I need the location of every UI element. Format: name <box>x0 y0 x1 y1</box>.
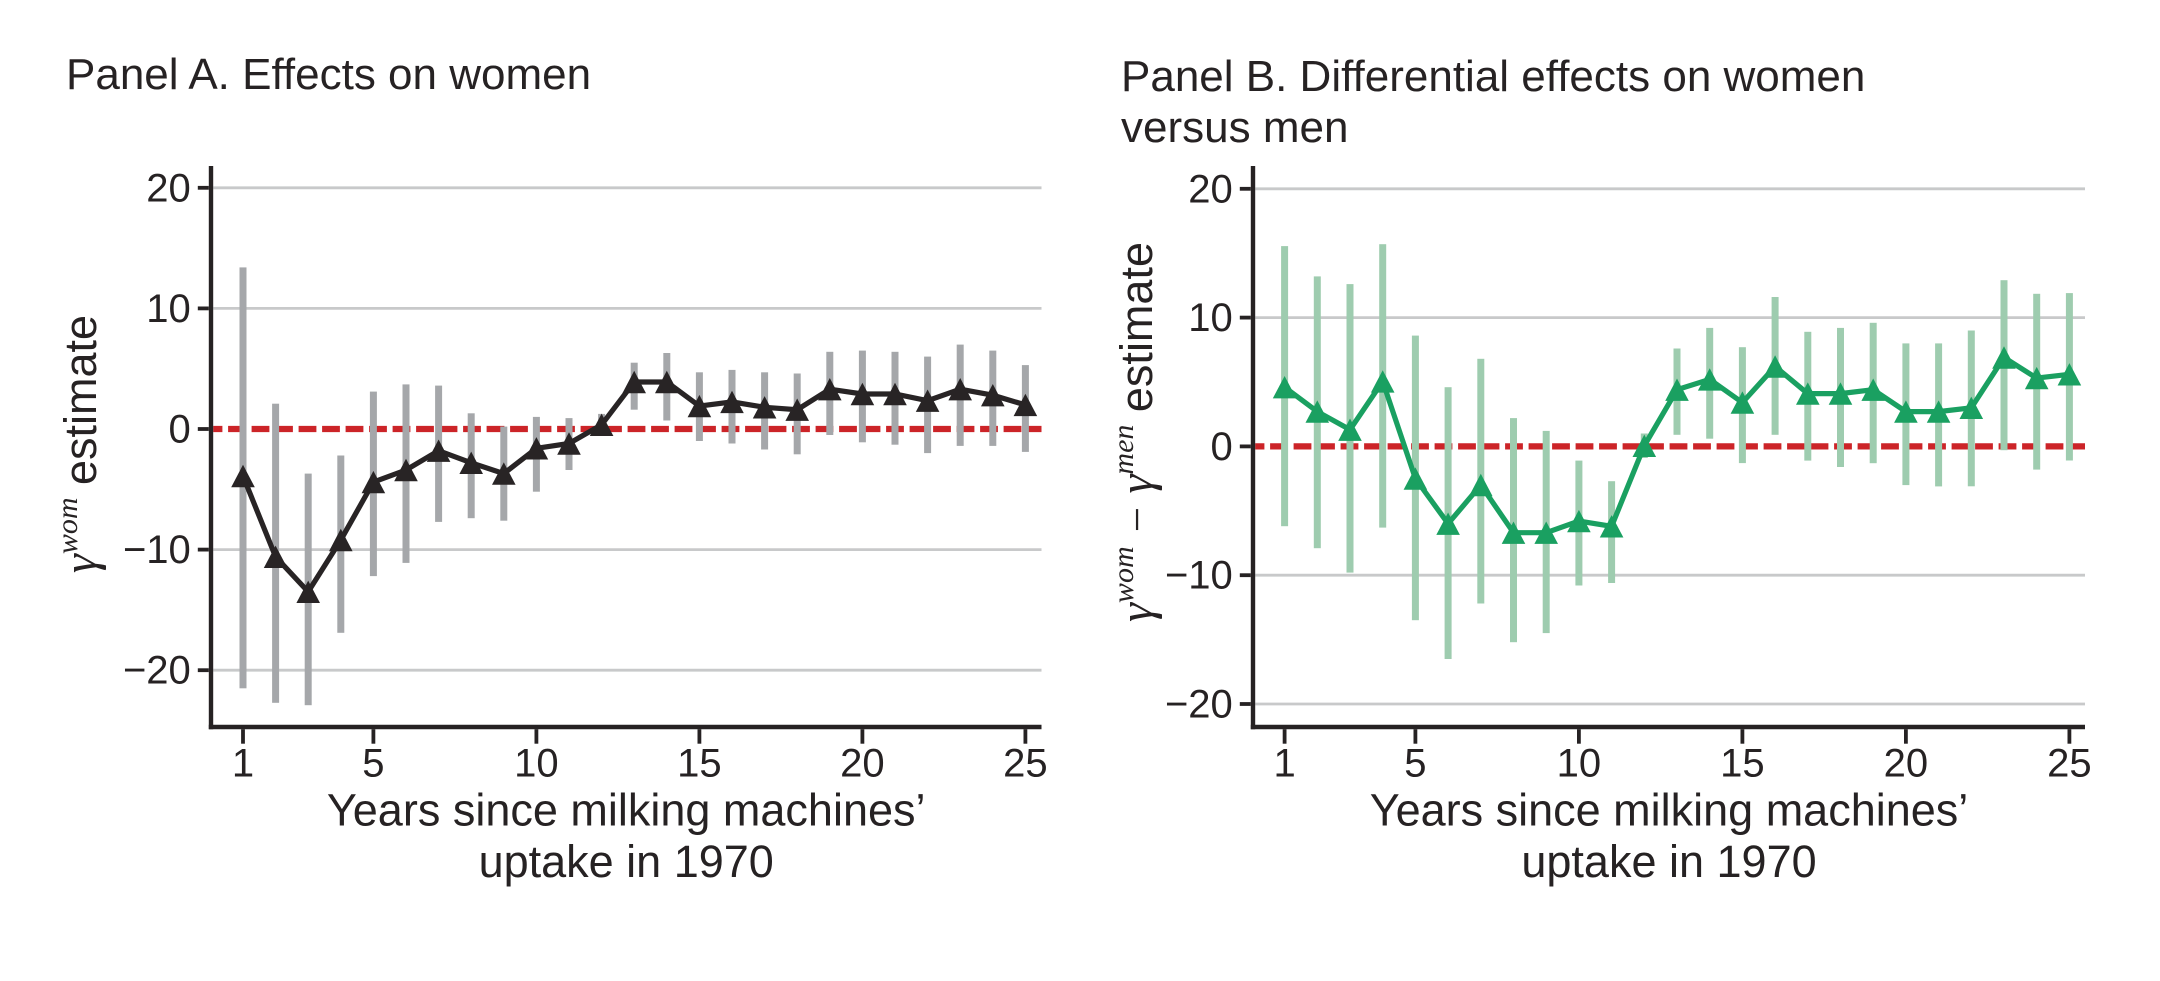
svg-text:Panel A. Effects on women: Panel A. Effects on women <box>66 50 591 99</box>
svg-text:10: 10 <box>514 742 559 786</box>
svg-text:uptake in 1970: uptake in 1970 <box>1521 836 1816 887</box>
svg-text:10: 10 <box>146 287 191 331</box>
svg-text:5: 5 <box>362 742 384 786</box>
svg-text:1: 1 <box>1273 742 1295 786</box>
svg-text:0: 0 <box>169 408 191 452</box>
svg-text:−20: −20 <box>123 649 191 693</box>
svg-text:5: 5 <box>1404 742 1426 786</box>
svg-text:10: 10 <box>1557 742 1602 786</box>
svg-text:versus men: versus men <box>1121 103 1348 152</box>
svg-text:25: 25 <box>1003 742 1048 786</box>
svg-text:1: 1 <box>232 742 254 786</box>
svg-text:γwom estimate: γwom estimate <box>51 315 107 573</box>
svg-text:−10: −10 <box>1165 554 1233 598</box>
svg-text:−10: −10 <box>123 528 191 572</box>
svg-text:Years since milking machines’: Years since milking machines’ <box>327 785 926 836</box>
svg-text:γwom − γmen estimate: γwom − γmen estimate <box>1107 242 1163 622</box>
svg-text:uptake in 1970: uptake in 1970 <box>479 836 774 887</box>
svg-text:25: 25 <box>2047 742 2092 786</box>
svg-text:20: 20 <box>1884 742 1929 786</box>
svg-text:−20: −20 <box>1165 683 1233 727</box>
svg-text:Years since milking machines’: Years since milking machines’ <box>1370 785 1969 836</box>
svg-text:10: 10 <box>1188 296 1233 340</box>
svg-text:0: 0 <box>1211 425 1233 469</box>
svg-text:20: 20 <box>840 742 885 786</box>
svg-text:15: 15 <box>1720 742 1765 786</box>
svg-text:20: 20 <box>1188 167 1233 211</box>
svg-text:15: 15 <box>677 742 722 786</box>
svg-text:20: 20 <box>146 166 191 210</box>
svg-text:Panel B. Differential effects: Panel B. Differential effects on women <box>1121 52 1865 101</box>
